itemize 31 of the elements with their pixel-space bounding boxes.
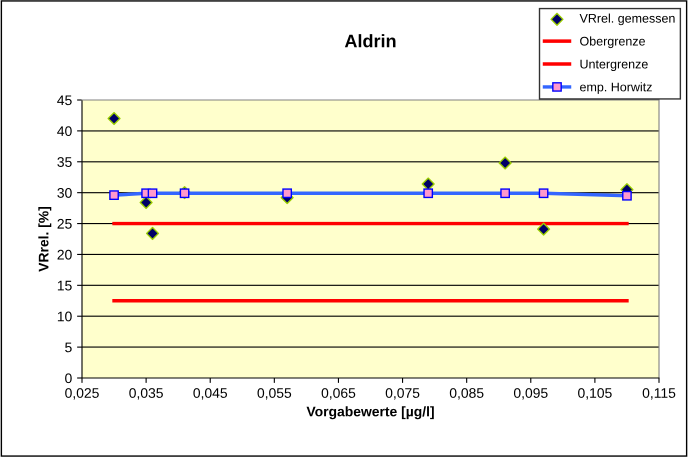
x-tick-label: 0,075 bbox=[386, 388, 420, 400]
point bbox=[498, 156, 512, 170]
y-tick-label: 5 bbox=[65, 342, 72, 352]
y-tick-label: 20 bbox=[58, 250, 72, 260]
x-tick-label: 0,105 bbox=[578, 388, 612, 400]
x-axis-title: Vorgabewerte [µg/l] bbox=[306, 406, 434, 420]
point bbox=[146, 226, 160, 240]
legend-label: emp. Horwitz bbox=[580, 82, 652, 94]
x-tick-label: 0,025 bbox=[65, 388, 99, 400]
legend-label: VRrel. gemessen bbox=[580, 14, 675, 26]
x-tick-label: 0,055 bbox=[258, 388, 292, 400]
x-tick-label: 0,035 bbox=[129, 388, 163, 400]
y-axis-title: VRrel. [%] bbox=[38, 206, 52, 272]
y-tick-label: 45 bbox=[57, 95, 72, 106]
x-tick-label: 0,085 bbox=[450, 388, 484, 400]
x-tick-label: 0,045 bbox=[193, 388, 228, 400]
legend-label: Obergrenze bbox=[580, 36, 645, 48]
x-tick-label: 0,065 bbox=[322, 388, 356, 400]
point bbox=[107, 112, 121, 126]
y-tick-label: 35 bbox=[57, 157, 72, 167]
x-tick-label: 0,115 bbox=[642, 388, 676, 400]
y-tick-label: 15 bbox=[58, 280, 72, 291]
y-tick-label: 40 bbox=[57, 126, 72, 136]
y-tick-label: 30 bbox=[57, 188, 72, 198]
x-tick-label: 0,095 bbox=[514, 388, 548, 400]
point bbox=[537, 222, 550, 236]
legend-label: Untergrenze bbox=[580, 60, 648, 71]
y-tick-label: 10 bbox=[58, 312, 72, 322]
y-tick-label: 25 bbox=[58, 218, 72, 229]
y-tick-label: 0 bbox=[65, 373, 72, 384]
chart-title: Aldrin bbox=[344, 34, 396, 48]
